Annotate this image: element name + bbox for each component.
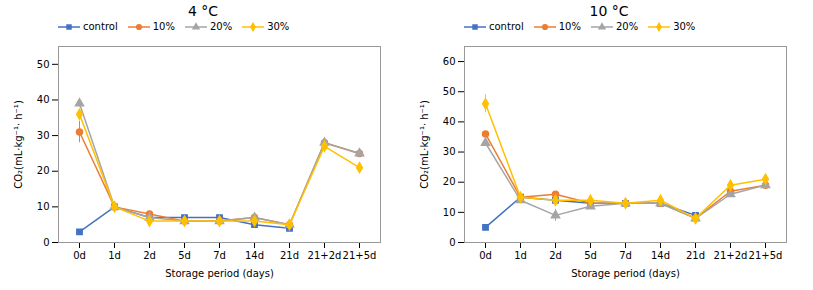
svg-text:7d: 7d	[213, 250, 226, 261]
svg-text:50: 50	[443, 86, 456, 97]
html-text:10%: 10%	[558, 21, 581, 32]
svg-text:20: 20	[37, 165, 50, 176]
svg-text:30: 30	[37, 130, 50, 141]
svg-text:0d: 0d	[479, 250, 492, 261]
svg-text:10: 10	[37, 201, 50, 212]
svg-text:10: 10	[443, 207, 456, 218]
svg-text:21+5d: 21+5d	[749, 250, 783, 261]
svg-text:14d: 14d	[651, 250, 670, 261]
svg-text:20: 20	[443, 176, 456, 187]
html-text:30%: 30%	[267, 21, 290, 32]
svg-text:21+5d: 21+5d	[343, 250, 377, 261]
svg-text:21+2d: 21+2d	[308, 250, 342, 261]
svg-text:60: 60	[443, 56, 456, 67]
svg-text:CO₂(mL·kg⁻¹· h⁻¹): CO₂(mL·kg⁻¹· h⁻¹)	[13, 100, 24, 189]
svg-text:Storage period (days): Storage period (days)	[571, 268, 680, 279]
html-text:10%: 10%	[152, 21, 175, 32]
svg-text:1d: 1d	[514, 250, 527, 261]
svg-text:30: 30	[443, 146, 456, 157]
svg-text:21+2d: 21+2d	[714, 250, 748, 261]
svg-text:5d: 5d	[178, 250, 191, 261]
svg-text:7d: 7d	[619, 250, 632, 261]
svg-text:40: 40	[37, 94, 50, 105]
svg-text:CO₂(mL·kg⁻¹· h⁻¹): CO₂(mL·kg⁻¹· h⁻¹)	[419, 100, 430, 189]
svg-text:40: 40	[443, 116, 456, 127]
html-text:control: control	[83, 21, 118, 32]
svg-text:21d: 21d	[686, 250, 705, 261]
html-text:4 °C: 4 °C	[187, 3, 219, 19]
html-text:20%: 20%	[209, 21, 233, 32]
html-text:10 °C: 10 °C	[589, 3, 629, 19]
svg-text:21d: 21d	[280, 250, 299, 261]
svg-text:2d: 2d	[143, 250, 156, 261]
html-text:control: control	[489, 21, 524, 32]
html-text:20%: 20%	[615, 21, 639, 32]
svg-text:1d: 1d	[108, 250, 121, 261]
svg-text:50: 50	[37, 59, 50, 70]
svg-text:2d: 2d	[549, 250, 562, 261]
svg-text:0: 0	[449, 237, 455, 248]
svg-text:5d: 5d	[584, 250, 597, 261]
svg-text:0: 0	[43, 237, 49, 248]
svg-text:14d: 14d	[245, 250, 264, 261]
svg-text:0d: 0d	[73, 250, 86, 261]
svg-text:Storage period (days): Storage period (days)	[165, 268, 274, 279]
html-text:30%: 30%	[673, 21, 696, 32]
